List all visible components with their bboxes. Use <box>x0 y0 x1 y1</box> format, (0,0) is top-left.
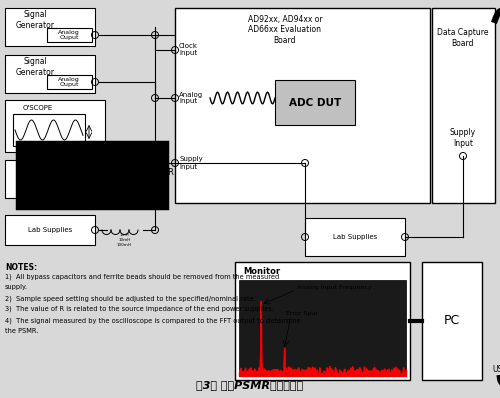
Bar <box>305 218 405 256</box>
Bar <box>5 100 105 152</box>
Bar <box>275 80 355 125</box>
Bar <box>239 280 406 376</box>
Bar <box>235 262 410 380</box>
Bar <box>5 160 95 198</box>
Bar <box>47 28 92 42</box>
Text: O'SCOPE: O'SCOPE <box>23 105 53 111</box>
Text: Lab Supplies: Lab Supplies <box>333 234 377 240</box>
Bar <box>5 55 95 93</box>
Bar <box>432 8 495 203</box>
Bar <box>422 262 482 380</box>
Text: 3)  The value of R is related to the source impedance of the end power supplies.: 3) The value of R is related to the sour… <box>5 306 274 312</box>
Text: 4)  The signal measured by the oscilloscope is compared to the FFT output to det: 4) The signal measured by the oscillosco… <box>5 317 300 324</box>
Text: 100nF
10nF
22nF
Nonpolarized: 100nF 10nF 22nF Nonpolarized <box>92 191 120 209</box>
Text: the PSMR.: the PSMR. <box>5 328 38 334</box>
Text: 2)  Sample speed setting should be adjusted to the specified/nominal rate.: 2) Sample speed setting should be adjust… <box>5 295 256 302</box>
Text: Analog
Ouput: Analog Ouput <box>58 181 80 192</box>
Text: Clock
Input: Clock Input <box>179 43 198 57</box>
Bar <box>47 180 92 194</box>
Bar <box>47 75 92 89</box>
Text: R: R <box>167 168 173 177</box>
Text: Analog
Ouput: Analog Ouput <box>58 76 80 88</box>
Text: Signal
Generator: Signal Generator <box>16 162 54 182</box>
Text: Signal
Generator: Signal Generator <box>16 10 54 30</box>
Text: NOTES:: NOTES: <box>5 263 37 272</box>
Text: USB: USB <box>492 365 500 375</box>
Text: Analog Input Frequency: Analog Input Frequency <box>298 285 372 291</box>
Text: 1)  All bypass capacitors and ferrite beads should be removed from the measured: 1) All bypass capacitors and ferrite bea… <box>5 273 279 279</box>
Text: Signal
Generator: Signal Generator <box>16 57 54 77</box>
Text: 1mH
10mH
100mH: 1mH 10mH 100mH <box>117 233 132 247</box>
Text: ADC DUT: ADC DUT <box>289 98 341 107</box>
Bar <box>5 8 95 46</box>
Text: Analog
Ouput: Analog Ouput <box>58 29 80 41</box>
Text: Monitor: Monitor <box>243 267 280 277</box>
Text: PC: PC <box>444 314 460 328</box>
Bar <box>5 215 95 245</box>
Text: AD92xx, AD94xx or
AD66xx Evaluation
Board: AD92xx, AD94xx or AD66xx Evaluation Boar… <box>248 15 322 45</box>
Text: Supply
Input: Supply Input <box>179 156 203 170</box>
Bar <box>175 8 430 203</box>
Text: Lab Supplies: Lab Supplies <box>28 227 72 233</box>
Text: Error Spur: Error Spur <box>286 312 318 316</box>
Text: supply.: supply. <box>5 284 28 290</box>
Text: Analog
Input: Analog Input <box>179 92 203 105</box>
Text: Data Capture
Board: Data Capture Board <box>437 28 489 48</box>
Bar <box>13 114 85 146</box>
Text: Supply
Input: Supply Input <box>450 128 476 148</box>
Text: 图3： 典型PSMR测试设置。: 图3： 典型PSMR测试设置。 <box>196 380 304 390</box>
